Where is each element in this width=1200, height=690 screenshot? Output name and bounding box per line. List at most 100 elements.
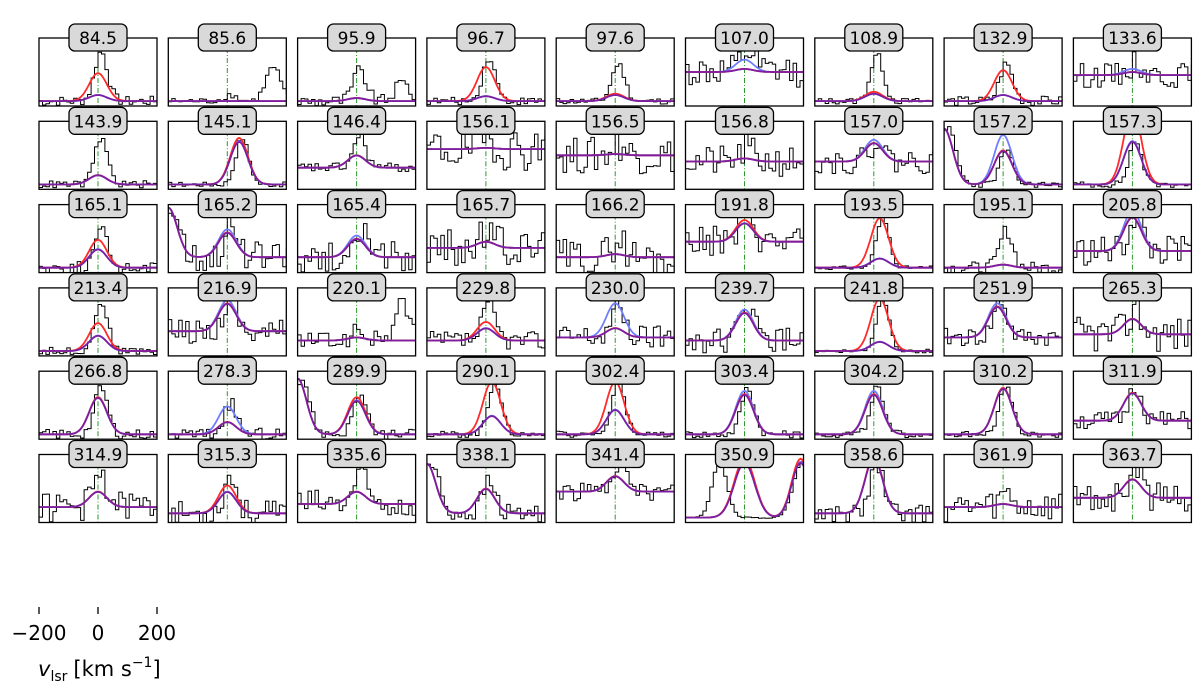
spectrum-panel: 302.4 (555, 356, 675, 440)
spectrum-panel: 241.8 (814, 273, 934, 357)
panel-label-box (68, 439, 128, 469)
panel-label-box (585, 356, 645, 385)
purple-model-curve (685, 157, 804, 163)
data-histogram (814, 53, 933, 105)
panel-label: 230.0 (591, 279, 640, 299)
spectrum-panel: 315.3 (167, 439, 287, 524)
panel-label-box (973, 106, 1033, 135)
panel-label-box (714, 106, 775, 135)
purple-model-curve (426, 147, 545, 150)
data-histogram (297, 467, 416, 516)
panel-label: 311.9 (1108, 362, 1157, 382)
panel-label: 191.8 (720, 196, 769, 216)
panel-label: 303.4 (720, 362, 769, 382)
purple-model-curve (297, 97, 416, 102)
spectrum-panel: 310.2 (943, 356, 1063, 440)
panel-label: 335.6 (332, 446, 381, 466)
panel-label-box (68, 106, 128, 135)
panel-label-box (326, 439, 387, 469)
data-histogram (685, 308, 804, 354)
purple-model-curve (685, 68, 804, 73)
panel-label-box (585, 23, 645, 52)
spectrum-panel: 230.0 (555, 273, 675, 357)
purple-model-curve (944, 127, 1063, 186)
spectrum-panel: 229.8 (426, 273, 546, 357)
purple-model-curve (168, 206, 287, 259)
purple-model-curve (168, 140, 287, 186)
x-axis: −200 0 200 vlsr [km s−1] (12, 607, 176, 685)
purple-model-curve (297, 238, 416, 259)
panel-label-box (585, 273, 645, 302)
panel-label-box (197, 189, 257, 219)
data-histogram (297, 298, 416, 348)
purple-model-curve (297, 490, 416, 505)
data-histogram (1073, 461, 1192, 514)
panel-label-box (844, 23, 904, 52)
panel-label-box (326, 23, 387, 52)
spectrum-panel: 156.1 (426, 106, 546, 190)
purple-model-curve (944, 503, 1063, 508)
panel-label: 229.8 (462, 279, 511, 299)
red-model-curve (1073, 391, 1192, 422)
x-tick-label-minus200: −200 (12, 621, 67, 645)
panel-label-box (973, 189, 1033, 219)
panel-label-box (197, 439, 257, 469)
red-model-curve (39, 238, 157, 269)
spectrum-panel: 145.1 (167, 106, 287, 190)
spectrum-panel: 265.3 (1072, 273, 1193, 357)
data-histogram (1073, 297, 1192, 352)
panel-label-box (585, 439, 645, 469)
panel-label: 166.2 (591, 196, 640, 216)
panel-label: 241.8 (849, 279, 898, 299)
panel-label-box (68, 23, 128, 52)
red-model-curve (39, 72, 157, 102)
purple-model-curve (1073, 71, 1192, 76)
data-histogram (168, 398, 287, 440)
spectrum-panel: 216.9 (167, 273, 287, 357)
purple-model-curve (556, 253, 675, 259)
purple-model-curve (1073, 478, 1192, 499)
purple-model-curve (297, 154, 416, 169)
data-histogram (944, 297, 1063, 346)
data-histogram (39, 385, 157, 440)
data-histogram (426, 383, 545, 438)
purple-model-curve (168, 302, 287, 333)
panel-label: 85.6 (208, 29, 246, 49)
panel-label: 338.1 (462, 446, 511, 466)
purple-model-curve (685, 222, 804, 243)
panel-label: 315.3 (203, 446, 252, 466)
purple-model-curve (944, 94, 1063, 102)
x-tick-label-200: 200 (138, 621, 176, 645)
panel-label: 146.4 (332, 112, 381, 132)
panel-label: 290.1 (462, 362, 511, 382)
spectrum-panel: 213.4 (38, 273, 158, 357)
spectrum-panel: 205.8 (1072, 189, 1193, 274)
data-histogram (426, 299, 545, 350)
spectrum-panel: 97.6 (555, 23, 675, 107)
panel-label: 157.2 (979, 112, 1028, 132)
panel-label: 216.9 (203, 279, 252, 299)
panel-label: 239.7 (720, 279, 769, 299)
spectrum-panel: 156.5 (555, 106, 675, 190)
panel-label-box (585, 189, 645, 219)
purple-model-curve (39, 490, 157, 508)
spectrum-panel: 85.6 (167, 23, 287, 107)
panel-label: 143.9 (74, 112, 123, 132)
panel-label: 265.3 (1108, 279, 1157, 299)
panel-label: 165.2 (203, 196, 252, 216)
purple-model-curve (426, 462, 545, 515)
panel-label: 358.6 (849, 446, 898, 466)
panel-label-box (456, 273, 516, 302)
panel-label-box (1102, 356, 1163, 385)
data-histogram (944, 225, 1063, 273)
panel-grid: 84.5 85.6 95.9 96.7 97.6 107.0 108.9 132.9 133.6… (38, 23, 1193, 524)
spectrum-panel: 290.1 (426, 356, 546, 440)
purple-model-curve (556, 94, 675, 102)
purple-model-curve (556, 475, 675, 493)
purple-model-curve (39, 94, 157, 102)
data-histogram (944, 488, 1063, 523)
spectrum-panel: 156.8 (684, 106, 805, 190)
spectrum-panel: 278.3 (167, 356, 287, 440)
purple-model-curve (168, 421, 287, 436)
